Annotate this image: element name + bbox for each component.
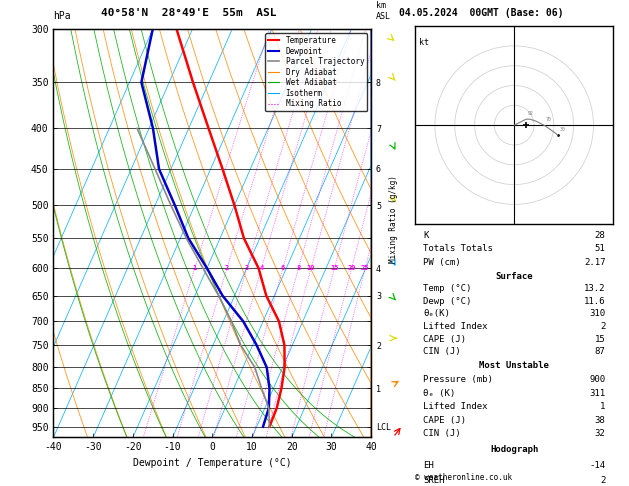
Text: 2: 2 (600, 322, 605, 331)
Text: 70: 70 (546, 117, 552, 122)
Text: CAPE (J): CAPE (J) (423, 416, 466, 425)
Text: CAPE (J): CAPE (J) (423, 335, 466, 344)
Text: 51: 51 (594, 244, 605, 253)
Text: 3: 3 (245, 265, 249, 271)
Text: 2: 2 (225, 265, 229, 271)
Text: SREH: SREH (423, 476, 445, 485)
Text: 1: 1 (192, 265, 197, 271)
Text: 20: 20 (347, 265, 356, 271)
Text: θₑ (K): θₑ (K) (423, 389, 455, 398)
Text: Mixing Ratio (g/kg): Mixing Ratio (g/kg) (389, 175, 398, 262)
Text: 2: 2 (600, 476, 605, 485)
Text: 11.6: 11.6 (584, 297, 605, 306)
Text: 4: 4 (259, 265, 264, 271)
Text: Lifted Index: Lifted Index (423, 402, 487, 411)
Text: 38: 38 (594, 416, 605, 425)
Text: Dewp (°C): Dewp (°C) (423, 297, 472, 306)
Text: 10: 10 (307, 265, 315, 271)
Legend: Temperature, Dewpoint, Parcel Trajectory, Dry Adiabat, Wet Adiabat, Isotherm, Mi: Temperature, Dewpoint, Parcel Trajectory… (265, 33, 367, 111)
Text: Totals Totals: Totals Totals (423, 244, 493, 253)
Text: K: K (423, 231, 428, 240)
Text: Pressure (mb): Pressure (mb) (423, 375, 493, 384)
Text: EH: EH (423, 461, 434, 470)
Text: CIN (J): CIN (J) (423, 430, 460, 438)
Text: -14: -14 (589, 461, 605, 470)
Text: Surface: Surface (496, 272, 533, 280)
Text: Temp (°C): Temp (°C) (423, 284, 472, 293)
Text: 6: 6 (281, 265, 285, 271)
Text: CIN (J): CIN (J) (423, 347, 460, 356)
Text: 1: 1 (600, 402, 605, 411)
Text: 28: 28 (594, 231, 605, 240)
Text: 32: 32 (594, 430, 605, 438)
Text: PW (cm): PW (cm) (423, 258, 460, 266)
Text: © weatheronline.co.uk: © weatheronline.co.uk (415, 473, 512, 482)
X-axis label: Dewpoint / Temperature (°C): Dewpoint / Temperature (°C) (133, 458, 292, 468)
Text: 15: 15 (330, 265, 339, 271)
Text: 8: 8 (296, 265, 301, 271)
Text: 13.2: 13.2 (584, 284, 605, 293)
Text: 25: 25 (361, 265, 369, 271)
Text: 15: 15 (594, 335, 605, 344)
Text: 311: 311 (589, 389, 605, 398)
Text: 900: 900 (589, 375, 605, 384)
Text: Lifted Index: Lifted Index (423, 322, 487, 331)
Text: kt: kt (419, 38, 429, 47)
Text: 92: 92 (528, 111, 534, 116)
Text: 30: 30 (560, 127, 565, 132)
Text: 40°58'N  28°49'E  55m  ASL: 40°58'N 28°49'E 55m ASL (101, 8, 277, 18)
Text: 2.17: 2.17 (584, 258, 605, 266)
Text: hPa: hPa (53, 11, 71, 21)
Text: θₑ(K): θₑ(K) (423, 310, 450, 318)
Text: Most Unstable: Most Unstable (479, 362, 549, 370)
Text: km
ASL: km ASL (376, 1, 391, 21)
Text: 87: 87 (594, 347, 605, 356)
Text: 310: 310 (589, 310, 605, 318)
Text: Hodograph: Hodograph (490, 446, 538, 454)
Text: 04.05.2024  00GMT (Base: 06): 04.05.2024 00GMT (Base: 06) (399, 8, 564, 18)
